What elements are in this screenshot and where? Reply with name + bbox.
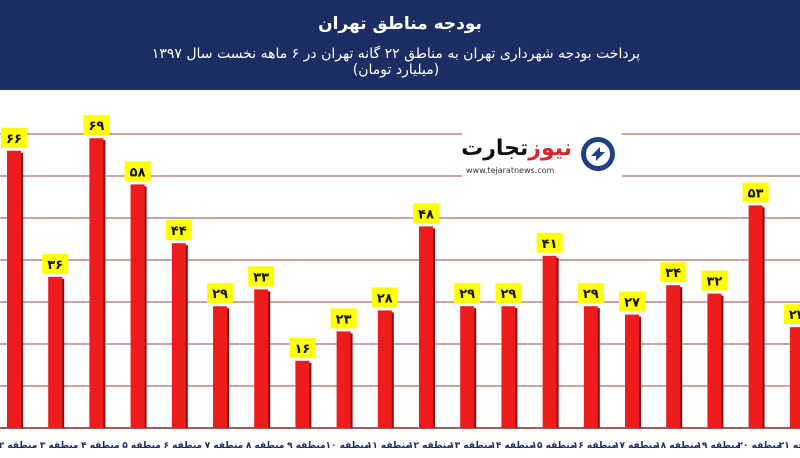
data-label-bg — [165, 220, 192, 241]
bar-1 — [7, 150, 21, 429]
bar-3 — [89, 138, 104, 428]
data-label-bg — [536, 232, 563, 253]
category-label: منطقه ۱۱ — [367, 441, 411, 451]
bar-13 — [501, 306, 516, 428]
data-label-bg — [124, 161, 151, 182]
category-label: منطقه ۹ — [287, 441, 326, 451]
bar-10 — [377, 310, 392, 428]
category-label: منطقه ۱۴ — [490, 441, 534, 451]
data-label: ۴۱ — [542, 237, 558, 252]
bar-11 — [419, 226, 433, 428]
data-label-bg — [289, 337, 316, 358]
category-label: منطقه ۱۲ — [408, 441, 452, 451]
category-label: منطقه ۱۳ — [449, 441, 493, 451]
bar-15 — [583, 306, 598, 428]
bar-8 — [295, 360, 310, 428]
data-label: ۳۲ — [706, 275, 722, 290]
bar-18 — [707, 293, 722, 428]
data-label: ۶۹ — [88, 119, 104, 134]
chart-subtitle: پرداخت بودجه شهرداری تهران به مناطق ۲۲ گ… — [151, 46, 641, 78]
bar-17 — [666, 285, 681, 428]
data-label-bg — [495, 283, 522, 304]
data-label: ۲۹ — [500, 287, 516, 302]
chart-title: بودجه مناطق تهران — [318, 14, 482, 34]
data-label-bg — [42, 253, 69, 274]
data-label-bg — [577, 283, 604, 304]
category-label: منطقه ۸ — [246, 441, 285, 451]
data-label-bg — [454, 283, 481, 304]
data-label: ۵۳ — [748, 186, 764, 201]
category-label: منطقه ۳ — [40, 441, 79, 451]
data-label-bg — [1, 127, 27, 148]
data-label: ۳۳ — [253, 270, 269, 285]
bar-19 — [748, 205, 763, 428]
data-label: ۲۷ — [624, 296, 640, 311]
logo-wordmark: نیوزتجارت — [461, 136, 572, 161]
data-label-bg — [742, 182, 769, 203]
category-label: منطقه ۱۹ — [696, 441, 740, 451]
data-label: ۴۸ — [418, 207, 434, 222]
tejaratnews-logo-icon — [581, 137, 615, 171]
data-label: ۲۹ — [212, 287, 228, 302]
category-label: منطقه ۱۷ — [614, 441, 658, 451]
bar-9 — [336, 331, 351, 428]
category-label: منطقه ۲۱ — [779, 441, 800, 451]
category-label: منطقه ۱۸ — [655, 441, 699, 451]
data-label: ۲۳ — [336, 312, 352, 327]
data-label-bg — [413, 203, 439, 224]
data-label-bg — [660, 262, 687, 283]
data-label-bg — [248, 266, 275, 287]
category-label: منطقه ۲ — [0, 441, 37, 451]
bar-7 — [254, 289, 269, 428]
data-label: ۶۶ — [6, 132, 22, 147]
bar-16 — [625, 314, 639, 428]
data-label-bg — [330, 308, 357, 329]
data-label: ۳۴ — [665, 266, 681, 281]
logo-wordmark-accent: نیوز — [528, 136, 572, 161]
logo-url: www.tejaratnews.com — [466, 166, 555, 175]
bar-5 — [171, 243, 186, 428]
category-label: منطقه ۶ — [164, 441, 203, 451]
category-label: منطقه ۲۰ — [738, 441, 782, 451]
bar-4 — [130, 184, 145, 428]
data-label: ۲۹ — [459, 287, 475, 302]
data-label: ۲۴ — [789, 308, 800, 323]
data-label-bg — [701, 270, 728, 291]
category-label: منطقه ۱۰ — [326, 441, 370, 451]
publisher-logo: نیوزتجارت www.tejaratnews.com — [461, 130, 622, 184]
bar-12 — [460, 306, 475, 428]
logo-wordmark-main: تجارت — [461, 136, 529, 161]
category-label: منطقه ۱۶ — [573, 441, 617, 451]
data-label: ۲۸ — [377, 291, 393, 306]
chart-header: بودجه مناطق تهران پرداخت بودجه شهرداری ت… — [0, 0, 800, 90]
category-label: منطقه ۷ — [205, 441, 244, 451]
bar-2 — [48, 276, 63, 428]
bar-6 — [213, 306, 227, 428]
data-label-bg — [783, 304, 800, 325]
bar-14 — [542, 255, 557, 428]
category-label: منطقه ۴ — [81, 441, 120, 451]
data-label-bg — [619, 291, 645, 312]
data-label: ۵۸ — [130, 165, 146, 180]
data-label: ۱۶ — [294, 342, 310, 357]
data-label-bg — [371, 287, 398, 308]
bar-20 — [789, 327, 800, 428]
data-label: ۴۴ — [171, 224, 187, 239]
data-label-bg — [207, 283, 233, 304]
category-label: منطقه ۱۵ — [532, 441, 576, 451]
category-label: منطقه ۵ — [122, 441, 161, 451]
data-label: ۳۶ — [47, 258, 63, 273]
data-label: ۲۹ — [583, 287, 599, 302]
data-label-bg — [83, 115, 110, 136]
